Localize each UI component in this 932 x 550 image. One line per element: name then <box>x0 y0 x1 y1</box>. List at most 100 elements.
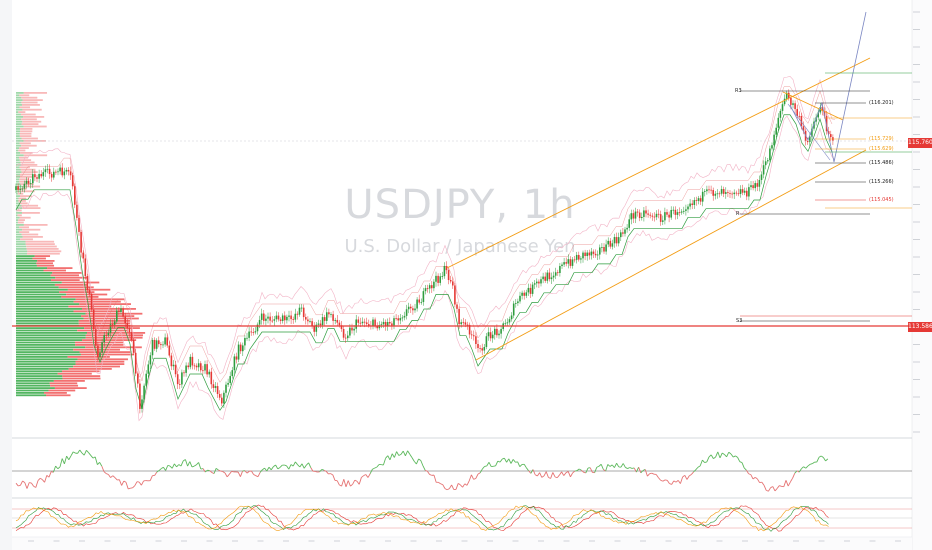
volume-profile-bar <box>49 382 78 385</box>
candle-body <box>195 365 198 368</box>
candle-body <box>376 325 378 329</box>
osc1-segment <box>640 470 644 474</box>
osc1-segment <box>730 453 734 458</box>
candle-body <box>720 189 723 194</box>
volume-profile-bar <box>16 171 22 173</box>
osc1-segment <box>699 459 703 467</box>
osc1-segment <box>99 462 103 467</box>
volume-profile-bar <box>16 392 44 394</box>
osc1-segment <box>350 483 353 487</box>
osc1-segment <box>486 462 490 467</box>
candle-body <box>109 324 112 333</box>
candle-body <box>160 344 162 346</box>
wedge-upper-line <box>782 91 844 121</box>
volume-profile-bar <box>16 180 20 183</box>
volume-profile-bar <box>84 327 140 329</box>
osc1-segment <box>277 467 281 470</box>
candle-body <box>428 285 431 289</box>
osc1-segment <box>572 470 576 474</box>
osc1-segment <box>315 471 318 473</box>
osc1-segment <box>508 458 512 464</box>
osc1-segment <box>607 464 611 467</box>
volume-profile-bar <box>16 96 22 99</box>
candle-body <box>254 331 257 333</box>
candle-body <box>676 212 679 215</box>
candle-body <box>99 352 101 358</box>
volume-profile-bar <box>19 166 30 169</box>
osc1-segment <box>695 466 699 471</box>
candle-body <box>712 190 714 196</box>
osc1-segment <box>266 466 270 472</box>
osc1-segment <box>24 482 28 489</box>
osc1-segment <box>90 455 94 459</box>
candle-body <box>796 109 798 116</box>
volume-profile-bar <box>16 274 51 277</box>
candle-body <box>319 323 322 326</box>
osc1-segment <box>345 480 349 487</box>
osc1-segment <box>620 463 624 468</box>
volume-profile-bar <box>16 200 19 202</box>
osc1-segment <box>19 480 24 486</box>
candle-body <box>521 292 523 296</box>
osc1-segment <box>567 471 571 478</box>
osc1-segment <box>666 480 670 484</box>
candle-body <box>460 322 462 325</box>
candle-body <box>59 167 61 172</box>
candle-body <box>422 291 425 302</box>
osc1-segment <box>418 458 422 461</box>
candle-body <box>267 316 269 319</box>
osc1-segment <box>308 462 312 468</box>
candle-body <box>166 337 168 346</box>
candle-body <box>365 322 368 325</box>
candle-body <box>380 324 383 326</box>
candle-body <box>500 329 502 334</box>
candle-body <box>401 317 404 319</box>
osc1-segment <box>807 463 811 467</box>
candle-body <box>153 339 156 349</box>
candle-body <box>244 337 246 346</box>
candle-body <box>563 262 565 265</box>
volume-profile-bar <box>22 108 42 111</box>
volume-profile-bar <box>37 260 55 262</box>
volume-profile-bar <box>82 339 137 341</box>
volume-profile-bar <box>23 116 45 118</box>
volume-profile-bar <box>23 125 47 128</box>
volume-profile-bar <box>16 310 74 313</box>
volume-profile-bar <box>16 207 23 209</box>
candle-body <box>752 185 754 189</box>
osc1-segment <box>609 464 613 467</box>
volume-profile-bar <box>16 161 21 164</box>
osc1-segment <box>715 451 719 458</box>
osc1-segment <box>655 474 659 478</box>
candle-body <box>691 203 693 205</box>
osc1-segment <box>257 472 261 477</box>
osc1-segment <box>635 466 640 473</box>
osc1-segment <box>763 485 767 491</box>
volume-profile-bar <box>16 322 79 325</box>
volume-profile-bar <box>21 96 38 99</box>
osc1-segment <box>596 465 600 468</box>
osc1-segment <box>400 450 404 455</box>
volume-profile-bar <box>54 284 87 286</box>
candle-body <box>374 319 376 326</box>
osc1-segment <box>684 475 688 480</box>
candle-body <box>445 265 448 271</box>
candle-body <box>332 314 334 321</box>
osc1-segment <box>528 470 532 474</box>
candle-body <box>725 192 727 194</box>
candle-body <box>475 336 477 344</box>
candle-body <box>519 295 521 302</box>
osc1-segment <box>622 463 626 468</box>
volume-profile-bar <box>18 149 26 152</box>
volume-profile-bar <box>16 348 74 351</box>
candle-body <box>38 174 40 179</box>
candle-body <box>334 319 336 321</box>
candle-body <box>727 192 729 194</box>
osc1-segment <box>101 465 105 472</box>
volume-profile-bar <box>50 274 80 277</box>
volume-profile-bar <box>19 226 30 229</box>
volume-profile-bar <box>16 111 19 113</box>
osc1-segment <box>270 466 274 471</box>
